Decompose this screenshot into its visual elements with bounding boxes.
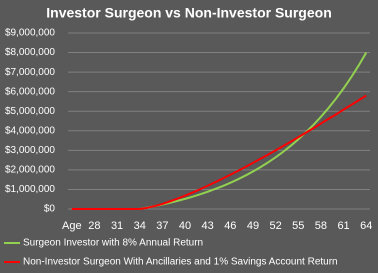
y-tick-label: $8,000,000: [5, 47, 55, 58]
y-tick-label: $2,000,000: [5, 165, 55, 176]
x-tick-label: 34: [134, 220, 146, 232]
y-tick-label: $0: [44, 204, 56, 215]
y-tick-label: $3,000,000: [5, 145, 55, 156]
chart-title: Investor Surgeon vs Non-Investor Surgeon: [46, 5, 332, 21]
y-tick-label: $6,000,000: [5, 86, 55, 97]
y-tick-label: $5,000,000: [5, 106, 55, 117]
y-tick-label: $9,000,000: [5, 28, 55, 39]
data-line: [71, 94, 367, 210]
x-tick-label: 31: [111, 220, 123, 232]
x-tick-label: 49: [247, 220, 259, 232]
y-tick-label: $4,000,000: [5, 125, 55, 136]
x-tick-label: 28: [88, 220, 100, 232]
x-tick-label: 37: [156, 220, 168, 232]
x-tick-label: 43: [202, 220, 214, 232]
x-tick-label: 58: [315, 220, 327, 232]
x-tick-label: 46: [224, 220, 236, 232]
x-tick-label: 64: [360, 220, 372, 232]
x-tick-label: 40: [179, 220, 191, 232]
legend-label: Surgeon Investor with 8% Annual Return: [23, 238, 203, 249]
x-tick-label: 61: [337, 220, 349, 232]
y-tick-label: $1,000,000: [5, 184, 55, 195]
x-tick-label: 55: [292, 220, 304, 232]
y-tick-label: $7,000,000: [5, 67, 55, 78]
legend-label: Non-Investor Surgeon With Ancillaries an…: [23, 257, 338, 268]
x-tick-label: 52: [270, 220, 282, 232]
x-tick-label: Age: [62, 220, 82, 232]
